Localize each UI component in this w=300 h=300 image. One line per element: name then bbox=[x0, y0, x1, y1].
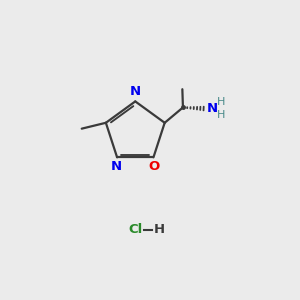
Text: H: H bbox=[217, 97, 225, 107]
Text: N: N bbox=[207, 102, 218, 115]
Text: H: H bbox=[154, 223, 165, 236]
Text: O: O bbox=[148, 160, 160, 173]
Text: N: N bbox=[130, 85, 141, 98]
Text: N: N bbox=[111, 160, 122, 173]
Text: H: H bbox=[217, 110, 225, 120]
Text: Cl: Cl bbox=[128, 223, 142, 236]
